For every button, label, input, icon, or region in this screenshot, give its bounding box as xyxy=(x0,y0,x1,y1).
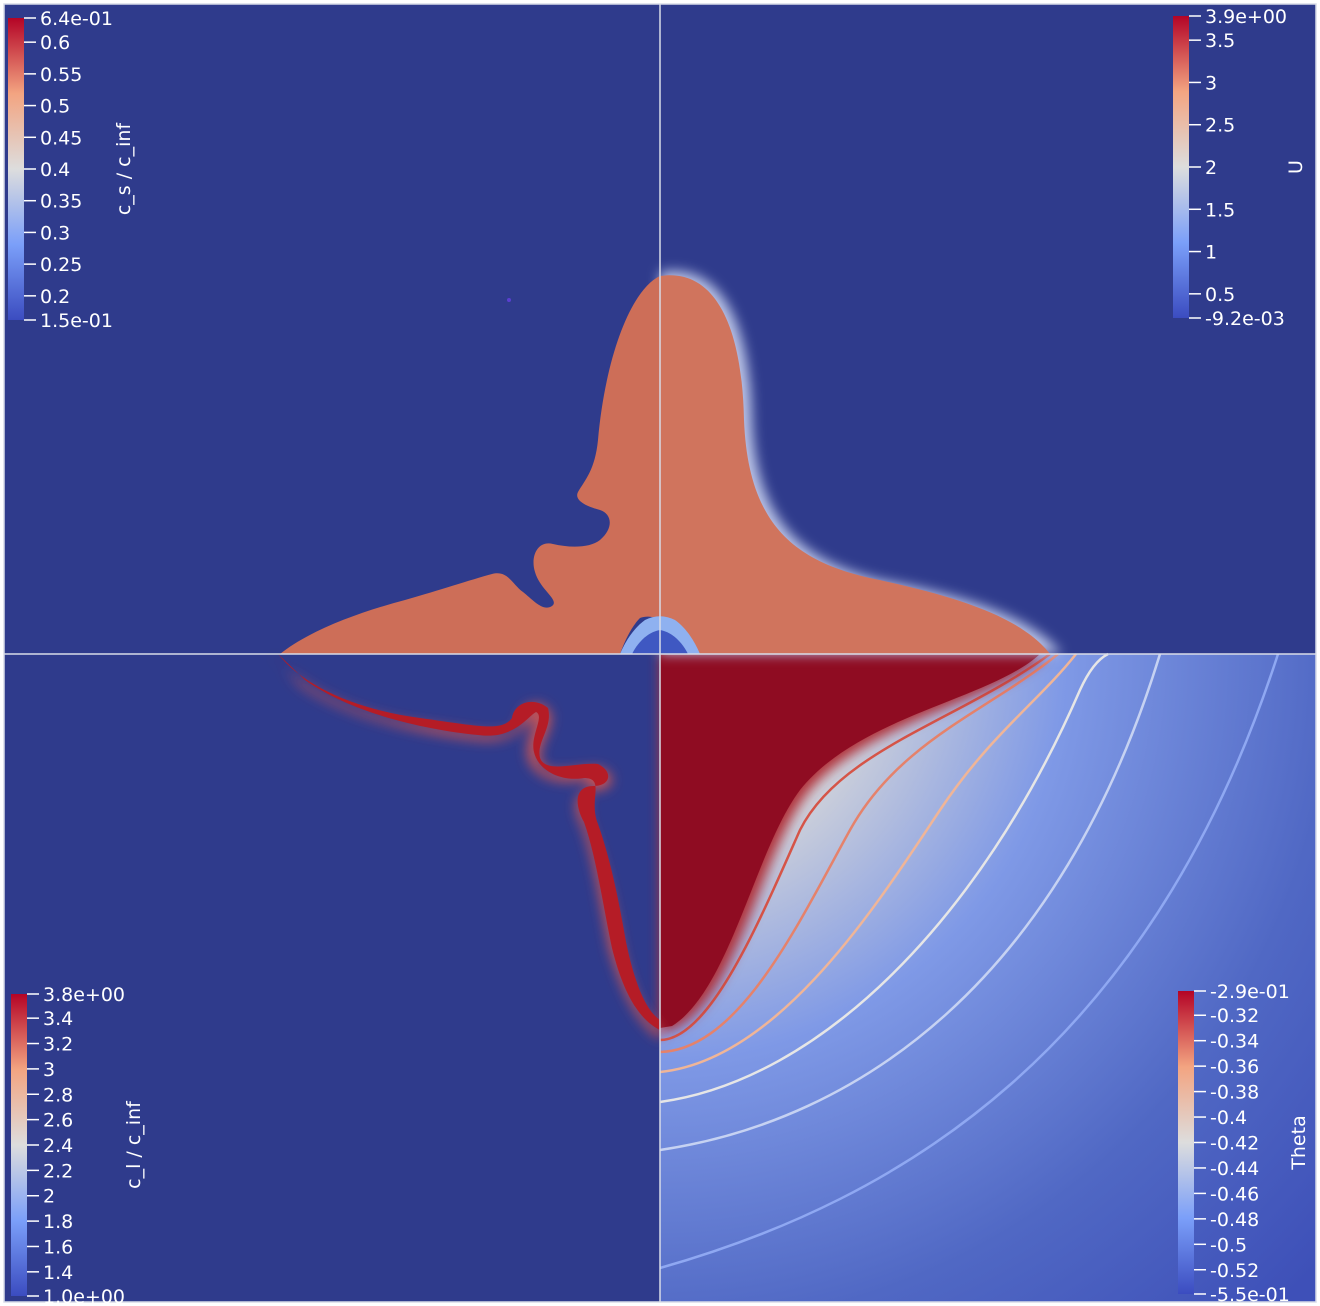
top-left-colorbar: 6.4e-010.6 0.55 0.5 0.45 0.4 0.35 0.3 0.25 0.21.… xyxy=(8,8,135,332)
theta-contour-2 xyxy=(659,653,1162,1152)
bottom-right-colorbar-tick-label: -0.48 xyxy=(1210,1209,1259,1231)
bottom-left-colorbar-tick-label: 1.8 xyxy=(43,1211,73,1233)
bottom-right-colorbar-tick-label: -0.44 xyxy=(1210,1158,1259,1180)
top-right-colorbar-tick-label: 1 xyxy=(1205,242,1217,264)
top-left-colorbar-gradient xyxy=(8,18,24,320)
top-right-colorbar-tick-label: 2 xyxy=(1205,157,1217,179)
cs-spot xyxy=(507,298,511,302)
colorbars: 6.4e-010.60.550.50.450.40.350.30.250.21.… xyxy=(8,6,1310,1306)
bottom-right-colorbar-tick-label: -0.36 xyxy=(1210,1056,1259,1078)
bottom-right-colorbar: -2.9e-01-0.32 -0.34 -0.36 -0.38 -0.4 -0.42 -0.… xyxy=(1178,981,1310,1306)
top-right-colorbar-tick-label: 3.5 xyxy=(1205,30,1235,52)
theta-contour-6 xyxy=(659,652,1051,1042)
top-right-colorbar-tick-label: -9.2e-03 xyxy=(1205,308,1285,330)
top-left-colorbar-tick-label: 0.45 xyxy=(40,127,82,149)
viewport-frame xyxy=(3,3,1317,1303)
top-right-colorbar-gradient xyxy=(1173,16,1189,318)
top-right-colorbar-tick-label: 3.9e+00 xyxy=(1205,6,1287,28)
bottom-left-colorbar-tick-label: 2.4 xyxy=(43,1135,73,1157)
top-left-colorbar-tick-label: 0.3 xyxy=(40,222,70,244)
bottom-right-colorbar-gradient xyxy=(1178,991,1194,1294)
bottom-left-colorbar-tick-label: 3.4 xyxy=(43,1008,73,1030)
bottom-right-colorbar-tick-label: -0.46 xyxy=(1210,1183,1259,1205)
u-field-dendrite xyxy=(660,275,1050,654)
bottom-right-colorbar-tick-label: -0.4 xyxy=(1210,1107,1247,1129)
top-right-colorbar-tick-label: 0.5 xyxy=(1205,284,1235,306)
bottom-left-colorbar-tick-label: 2 xyxy=(43,1186,55,1208)
top-left-colorbar-tick-label: 0.4 xyxy=(40,159,70,181)
bottom-right-colorbar-tick-label: -0.42 xyxy=(1210,1133,1259,1155)
top-left-colorbar-tick-label: 0.5 xyxy=(40,96,70,118)
bottom-left-colorbar-tick-label: 3 xyxy=(43,1059,55,1081)
bottom-right-colorbar-tick-label: -0.52 xyxy=(1210,1260,1259,1282)
theta-contour-5 xyxy=(659,653,1059,1054)
quadrant-bottom-left-bg xyxy=(4,654,660,1302)
bottom-left-colorbar-title: c_l / c_inf xyxy=(123,1100,145,1189)
bottom-left-colorbar-gradient xyxy=(11,994,27,1296)
top-right-colorbar-tick-label: 3 xyxy=(1205,72,1217,94)
top-left-colorbar-title: c_s / c_inf xyxy=(113,122,135,216)
top-left-colorbar-tick-label: 1.5e-01 xyxy=(40,310,113,332)
cl-interface xyxy=(278,654,660,1030)
bottom-left-colorbar-tick-label: 1.4 xyxy=(43,1262,73,1284)
bottom-right-colorbar-tick-label: -5.5e-01 xyxy=(1210,1284,1290,1306)
bottom-left-colorbar-tick-label: 1.6 xyxy=(43,1236,73,1258)
bottom-left-colorbar: 3.8e+003.4 3.2 3 2.8 2.6 2.4 2.2 2 1.8 1.6 1.41.0e… xyxy=(11,984,145,1306)
top-right-colorbar-tick-label: 1.5 xyxy=(1205,199,1235,221)
bottom-right-colorbar-title: Theta xyxy=(1288,1115,1310,1170)
bottom-left-colorbar-tick-label: 3.8e+00 xyxy=(43,984,125,1006)
top-left-colorbar-tick-label: 0.35 xyxy=(40,191,82,213)
bottom-left-colorbar-tick-label: 2.8 xyxy=(43,1084,73,1106)
theta-contour-1 xyxy=(659,653,1280,1270)
bottom-left-colorbar-tick-label: 2.2 xyxy=(43,1160,73,1182)
top-right-colorbar: 3.9e+003.5 3 2.5 2 1.5 1 0.5-9.2e-03 U xyxy=(1173,6,1307,330)
bottom-right-colorbar-tick-label: -0.32 xyxy=(1210,1005,1259,1027)
cs-dendrite xyxy=(280,276,660,654)
top-left-colorbar-tick-label: 0.6 xyxy=(40,32,70,54)
top-left-colorbar-tick-label: 0.2 xyxy=(40,286,70,308)
solid-region xyxy=(660,654,1040,1028)
bottom-left-colorbar-tick-label: 1.0e+00 xyxy=(43,1286,125,1306)
top-left-colorbar-tick-label: 6.4e-01 xyxy=(40,8,113,30)
bottom-right-colorbar-tick-label: -0.34 xyxy=(1210,1031,1259,1053)
top-right-colorbar-tick-label: 2.5 xyxy=(1205,115,1235,137)
top-left-colorbar-tick-label: 0.55 xyxy=(40,64,82,86)
theta-field xyxy=(659,652,1280,1270)
top-left-colorbar-tick-label: 0.25 xyxy=(40,254,82,276)
bottom-left-colorbar-tick-label: 2.6 xyxy=(43,1110,73,1132)
bottom-right-colorbar-tick-label: -2.9e-01 xyxy=(1210,981,1290,1003)
theta-contour-3 xyxy=(659,652,1109,1104)
bottom-left-colorbar-tick-label: 3.2 xyxy=(43,1034,73,1056)
top-right-colorbar-title: U xyxy=(1285,160,1307,174)
bottom-right-colorbar-tick-label: -0.38 xyxy=(1210,1082,1259,1104)
bottom-right-colorbar-tick-label: -0.5 xyxy=(1210,1234,1247,1256)
theta-contour-4 xyxy=(659,653,1077,1074)
